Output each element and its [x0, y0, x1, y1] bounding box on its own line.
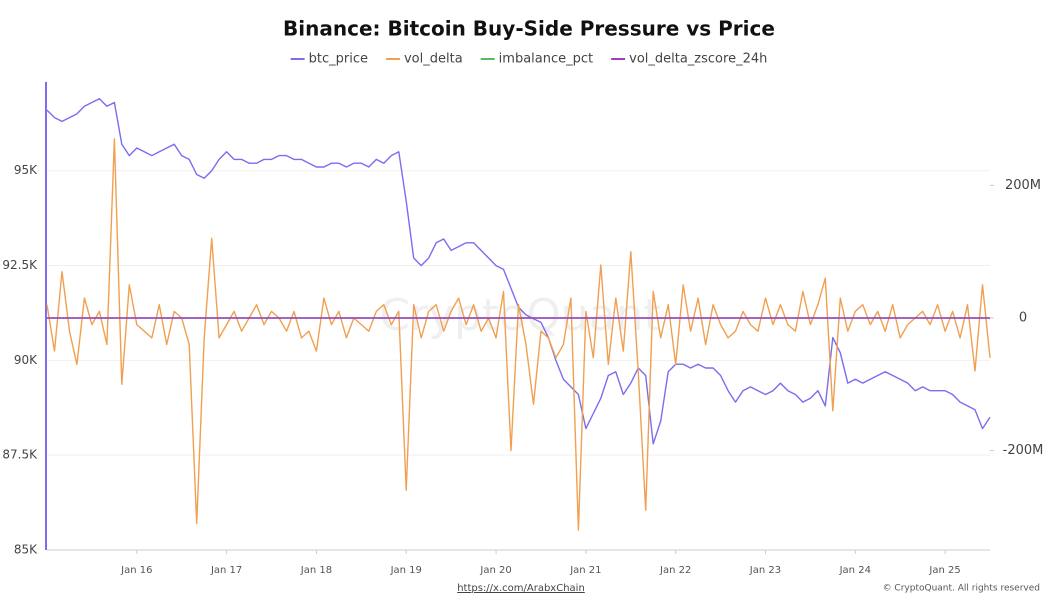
- y-tick-label: 95K: [14, 163, 38, 177]
- x-tick-label: Jan 16: [120, 565, 152, 576]
- series-line: [46, 98, 991, 445]
- x-tick-label: Jan 19: [390, 565, 422, 576]
- legend-label: vol_delta_zscore_24h: [629, 52, 767, 67]
- x-tick-label: Jan 17: [210, 565, 242, 576]
- chart-title: Binance: Bitcoin Buy-Side Pressure vs Pr…: [283, 17, 775, 41]
- copyright: © CryptoQuant. All rights reserved: [883, 584, 1040, 594]
- series-line: [46, 138, 991, 531]
- y-tick-label: 87.5K: [2, 448, 38, 462]
- x-tick-label: Jan 25: [928, 565, 960, 576]
- x-tick-label: Jan 20: [479, 565, 511, 576]
- y-tick-label: 92.5K: [2, 258, 38, 272]
- x-tick-label: Jan 22: [659, 565, 691, 576]
- y2-tick-label: -200M: [1003, 443, 1044, 458]
- source-link[interactable]: https://x.com/ArabxChain: [457, 583, 585, 594]
- legend-label: vol_delta: [404, 52, 463, 67]
- x-tick-label: Jan 23: [749, 565, 781, 576]
- x-tick-label: Jan 18: [300, 565, 332, 576]
- legend-label: btc_price: [309, 52, 368, 67]
- y-tick-label: 85K: [14, 543, 38, 557]
- y2-tick-label: 0: [1019, 310, 1027, 325]
- legend-label: imbalance_pct: [499, 52, 593, 67]
- y2-tick-label: 200M: [1005, 178, 1041, 193]
- x-tick-label: Jan 24: [839, 565, 871, 576]
- y-tick-label: 90K: [14, 353, 38, 367]
- x-tick-label: Jan 21: [569, 565, 601, 576]
